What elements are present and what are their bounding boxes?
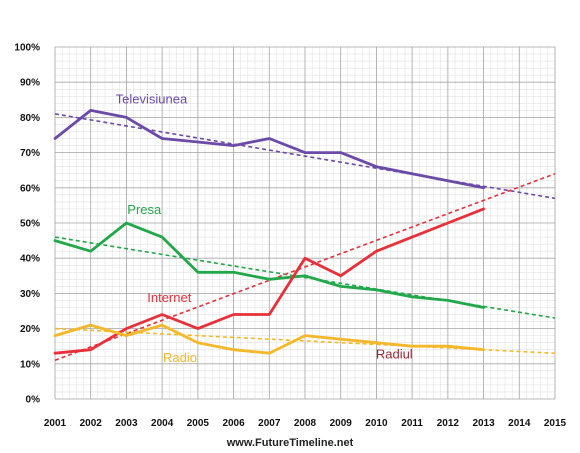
x-tick-label: 2012 [437,418,460,429]
x-tick-label: 2003 [115,418,138,429]
label-radio: Radio [163,350,197,365]
y-tick-label: 70% [20,148,40,159]
y-tick-label: 30% [20,289,40,300]
label-televisiunea: Televisiunea [116,91,188,106]
label-internet: Internet [147,290,191,305]
x-tick-label: 2014 [508,418,531,429]
x-tick-label: 2015 [544,418,567,429]
trendline-internet [54,172,556,362]
series-lines [53,109,486,355]
x-tick-label: 2009 [330,418,353,429]
label-radiul: Radiul [376,347,413,362]
x-tick-label: 2010 [365,418,388,429]
y-tick-label: 100% [14,43,40,54]
y-tick-label: 40% [20,254,40,265]
x-tick-label: 2011 [401,418,423,429]
major-gridlines [54,46,556,400]
x-tick-label: 2007 [258,418,281,429]
y-tick-label: 90% [20,78,40,89]
y-tick-label: 60% [20,183,40,194]
x-tick-label: 2013 [472,418,495,429]
series-line-internet [53,207,486,355]
x-tick-label: 2002 [80,418,103,429]
series-labels: Televisiunea Presa Internet Radio Radiul [116,91,413,365]
x-axis-ticks: 2001 2002 2003 2004 2005 2006 2007 2008 2009 2010… [44,418,567,429]
y-tick-label: 50% [20,219,40,230]
y-tick-label: 80% [20,113,40,124]
y-tick-label: 10% [20,359,40,370]
series-line-televisiunea [53,109,486,190]
y-tick-label: 20% [20,324,40,335]
y-tick-label: 0% [26,395,41,406]
x-tick-label: 2006 [222,418,245,429]
x-tick-label: 2008 [294,418,317,429]
y-axis-ticks: 0% 10% 20% 30% 40% 50% 60% 70% 80% 90% 100% [14,43,40,406]
x-tick-label: 2001 [44,418,67,429]
series-line-radio [53,323,486,355]
label-presa: Presa [127,202,162,217]
series-line-presa [53,221,486,309]
x-tick-label: 2005 [187,418,210,429]
x-tick-label: 2004 [151,418,174,429]
source-credit: www.FutureTimeline.net [226,437,354,449]
